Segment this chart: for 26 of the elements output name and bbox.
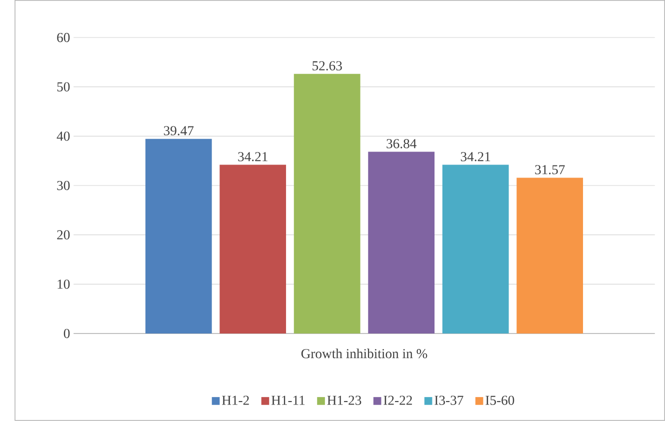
y-tick-label: 20: [57, 230, 70, 240]
legend-label: I5-60: [486, 396, 514, 405]
data-label: 36.84: [386, 139, 416, 148]
y-tick-label: 30: [57, 180, 70, 190]
bar: [145, 138, 212, 334]
legend-label: H1-2: [222, 396, 249, 405]
y-tick-label: 40: [56, 132, 70, 141]
data-label: 34.21: [460, 152, 490, 162]
bar: [368, 152, 435, 334]
legend-label: I2-22: [384, 396, 412, 405]
bar: [220, 164, 286, 334]
x-tick-label: Growth inhibition in %: [301, 348, 428, 358]
data-label: 34.21: [238, 152, 268, 162]
y-tick-label: 0: [64, 328, 70, 338]
y-tick-label: 50: [57, 82, 70, 92]
bar: [294, 74, 360, 334]
data-label: 39.47: [164, 126, 194, 136]
data-label: 52.63: [312, 61, 342, 71]
bar: [442, 164, 509, 334]
data-label: 31.57: [535, 165, 565, 174]
y-tick-label: 60: [57, 32, 70, 42]
bar: [516, 178, 584, 334]
legend-label: I3-37: [434, 396, 464, 405]
legend-label: H1-11: [271, 396, 305, 405]
y-tick-label: 10: [58, 280, 70, 289]
legend-label: H1-23: [327, 396, 362, 405]
